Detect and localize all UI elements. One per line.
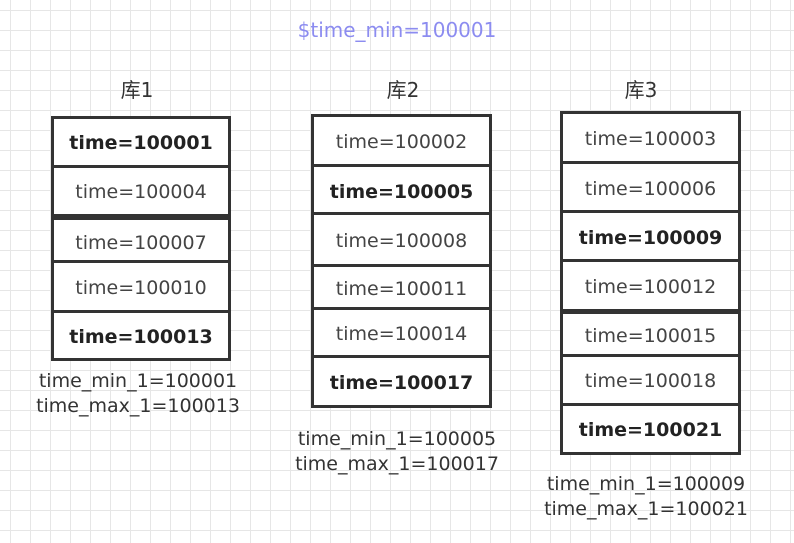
db-3-cell: time=100021	[560, 403, 741, 455]
db-1-cell: time=100001	[51, 116, 231, 168]
db-2-time-max: time_max_1=100017	[295, 453, 499, 475]
db-1-cell: time=100007	[51, 217, 231, 267]
db-1-time-max: time_max_1=100013	[36, 395, 240, 417]
db-3-time-max: time_max_1=100021	[544, 498, 748, 520]
db-2-label: 库2	[386, 78, 420, 102]
db-2-cell: time=100002	[311, 114, 492, 167]
db-2-cell: time=100017	[311, 355, 492, 408]
db-2-cell: time=100008	[311, 212, 492, 267]
db-1-label: 库1	[120, 78, 154, 102]
db-2-stats: time_min_1=100005 time_max_1=100017	[277, 427, 517, 477]
db-2-cell: time=100014	[311, 307, 492, 359]
db-3-cell: time=100009	[560, 210, 741, 263]
time-min-title: $time_min=100001	[297, 18, 497, 42]
db-3-cell: time=100003	[560, 111, 741, 164]
db-3-stats: time_min_1=100009 time_max_1=100021	[526, 472, 766, 522]
db-3-cell: time=100018	[560, 354, 741, 406]
db-3-cell: time=100015	[560, 311, 741, 358]
db-3-cell: time=100006	[560, 161, 741, 214]
db-1-stats: time_min_1=100001 time_max_1=100013	[18, 369, 258, 419]
db-1-time-min: time_min_1=100001	[38, 370, 238, 392]
db-3-label: 库3	[624, 78, 658, 102]
db-2-cell: time=100005	[311, 164, 492, 217]
db-2-time-min: time_min_1=100005	[297, 428, 497, 450]
db-1-cell: time=100010	[51, 260, 231, 313]
db-1-cell: time=100004	[51, 165, 231, 217]
db-3-time-min: time_min_1=100009	[546, 473, 746, 495]
db-3-cell: time=100012	[560, 259, 741, 312]
db-2-cell: time=100011	[311, 264, 492, 312]
db-1-cell: time=100013	[51, 310, 231, 361]
